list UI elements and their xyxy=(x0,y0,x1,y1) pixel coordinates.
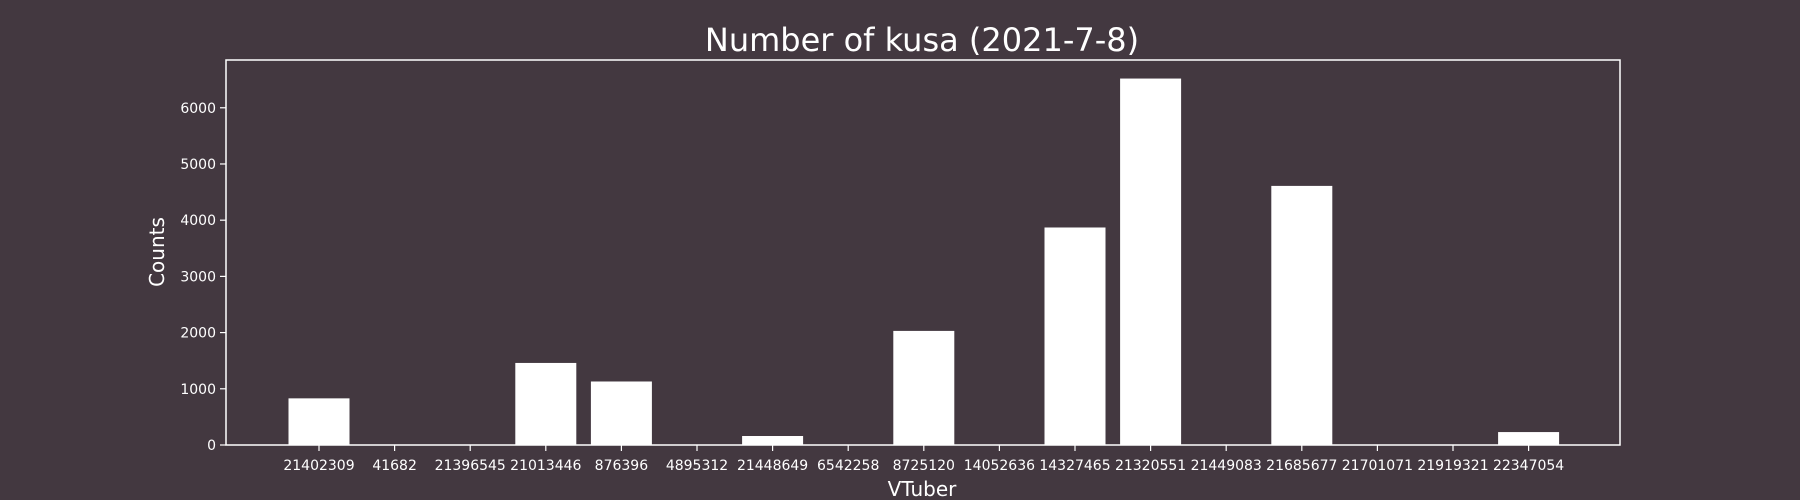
x-tick-label: 22347054 xyxy=(1493,458,1564,474)
x-tick-label: 21013446 xyxy=(510,458,581,474)
x-tick-label: 4895312 xyxy=(666,458,728,474)
x-axis-label: VTuber xyxy=(888,477,958,500)
y-tick-label: 3000 xyxy=(180,269,216,285)
y-tick-label: 2000 xyxy=(180,326,216,342)
x-tick-label: 21449083 xyxy=(1191,458,1262,474)
bar xyxy=(742,436,804,445)
bar xyxy=(590,381,652,445)
x-tick-label: 41682 xyxy=(372,458,417,474)
x-tick-label: 21320551 xyxy=(1115,458,1186,474)
x-tick-label: 21448649 xyxy=(737,458,808,474)
x-tick-label: 21701071 xyxy=(1342,458,1413,474)
x-tick-label: 6542258 xyxy=(817,458,879,474)
x-tick-label: 14052636 xyxy=(964,458,1035,474)
bar xyxy=(1271,185,1333,445)
x-tick-label: 21396545 xyxy=(435,458,506,474)
x-tick-label: 21685677 xyxy=(1266,458,1337,474)
y-tick-label: 4000 xyxy=(180,213,216,229)
bars xyxy=(288,78,1560,445)
y-tick-label: 0 xyxy=(207,438,216,454)
bar xyxy=(1120,78,1182,445)
y-axis-ticks: 0 1000 2000 3000 4000 5000 6000 xyxy=(180,101,226,454)
bar xyxy=(288,398,350,445)
bar xyxy=(1498,432,1560,445)
x-tick-label: 876396 xyxy=(595,458,649,474)
bar xyxy=(515,362,577,445)
bar xyxy=(893,330,955,445)
y-axis-label: Counts xyxy=(145,217,169,287)
x-axis-ticks: 21402309 41682 21396545 21013446 876396 48953… xyxy=(283,445,1564,474)
x-tick-label: 14327465 xyxy=(1039,458,1110,474)
x-tick-label: 21919321 xyxy=(1417,458,1488,474)
x-tick-label: 21402309 xyxy=(283,458,354,474)
bar xyxy=(1044,227,1106,445)
y-tick-label: 6000 xyxy=(180,101,216,117)
chart-title: Number of kusa (2021-7-8) xyxy=(705,21,1139,59)
y-tick-label: 1000 xyxy=(180,382,216,398)
y-tick-label: 5000 xyxy=(180,157,216,173)
x-tick-label: 8725120 xyxy=(893,458,955,474)
